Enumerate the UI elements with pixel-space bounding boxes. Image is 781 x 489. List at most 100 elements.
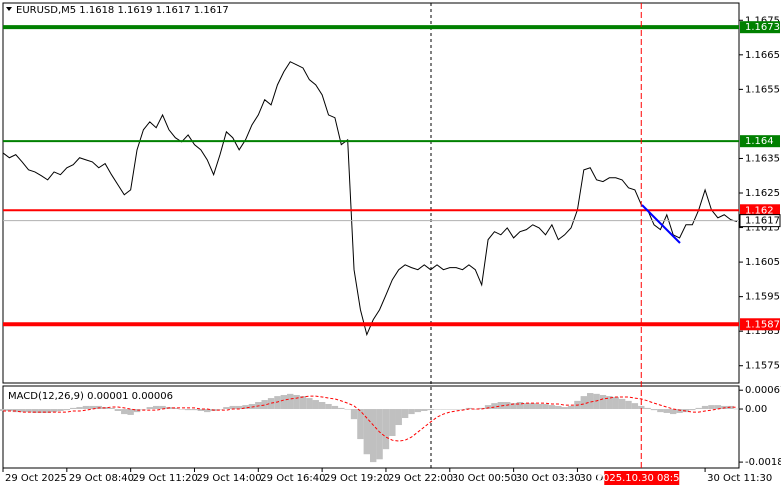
- y-tick-label: 1.1675: [745, 15, 780, 26]
- y-tick-label: 1.1585: [745, 326, 780, 337]
- chart-title: EURUSD,M5 1.1618 1.1619 1.1617 1.1617: [16, 5, 229, 16]
- macd-bar: [414, 409, 422, 413]
- y-tick-label: 1.1605: [745, 257, 780, 268]
- macd-bar: [44, 409, 51, 413]
- macd-bar: [612, 396, 619, 410]
- macd-bar: [491, 403, 498, 410]
- last-price-box: [739, 214, 781, 228]
- y-tick-label: 1.1635: [745, 153, 780, 164]
- macd-bar: [121, 409, 128, 415]
- macd-bar: [389, 409, 396, 436]
- y-tick-label: 1.1615: [745, 223, 780, 234]
- x-tick-label: 29 Oct 14:00: [196, 473, 261, 484]
- macd-bar: [459, 409, 466, 410]
- macd-bar: [146, 407, 153, 410]
- signal-line: [3, 395, 738, 442]
- macd-bar: [191, 409, 198, 411]
- macd-bar: [350, 409, 358, 420]
- y-tick-label: 1.1655: [745, 84, 780, 95]
- macd-bar: [204, 409, 211, 413]
- macd-bar: [708, 405, 715, 410]
- macd-bar: [689, 409, 696, 411]
- macd-bar: [127, 409, 134, 415]
- macd-bar: [108, 407, 115, 410]
- macd-bar: [421, 409, 428, 411]
- y-tick-label: 0.00067: [745, 385, 781, 396]
- level-label-box: [740, 135, 780, 148]
- menu-arrow: [6, 7, 12, 11]
- x-tick-label: 29 Oct 19:20: [324, 473, 389, 484]
- macd-bar: [229, 405, 236, 410]
- macd-bar: [440, 409, 447, 410]
- macd-bar: [516, 402, 524, 410]
- macd-bar: [267, 398, 275, 410]
- macd-bar: [248, 403, 256, 410]
- macd-bar: [701, 405, 709, 410]
- macd-bar: [401, 409, 409, 419]
- macd-bar: [312, 400, 319, 410]
- macd-bar: [650, 409, 658, 411]
- macd-bar: [133, 409, 141, 413]
- x-tick-label: 29 Oct 22:00: [388, 473, 453, 484]
- macd-bar: [733, 408, 741, 410]
- macd-bar: [555, 405, 562, 410]
- main-panel: [2, 2, 740, 384]
- macd-bar: [465, 407, 473, 410]
- last-price-label: 1.1617: [745, 216, 780, 227]
- macd-bar: [663, 409, 670, 413]
- macd-bar: [714, 405, 722, 410]
- macd-bar: [382, 409, 390, 450]
- macd-bar: [261, 400, 268, 410]
- macd-bar: [235, 405, 243, 410]
- macd-bar: [331, 405, 339, 410]
- x-tick-label: 29 Oct 16:40: [260, 473, 325, 484]
- macd-bar: [497, 402, 505, 410]
- y-tick-label: 1.1665: [745, 50, 780, 61]
- macd-bar: [357, 409, 364, 440]
- macd-bar: [299, 396, 307, 410]
- y-tick-label: 0.00: [745, 404, 767, 415]
- macd-bar: [631, 403, 639, 410]
- y-tick-label: 1.1575: [745, 361, 780, 372]
- macd-bar: [25, 409, 32, 413]
- y-tick-label: 1.1595: [745, 292, 780, 303]
- macd-bar: [695, 407, 702, 410]
- macd-bar: [338, 407, 345, 410]
- macd-bar: [114, 409, 122, 411]
- macd-bar: [676, 409, 683, 413]
- macd-bar: [57, 409, 64, 411]
- macd-bar: [216, 409, 224, 410]
- plot-layer: 1.1575 1.1585 1.1595 1.1605 1.1615 1.1625 1.16…: [0, 3, 781, 485]
- y-tick-label: 1.1625: [745, 188, 780, 199]
- level-label: 1.1673: [745, 22, 780, 33]
- macd-bar: [184, 409, 192, 411]
- level-label-box: [740, 318, 780, 331]
- level-label: 1.164: [745, 136, 774, 147]
- macd-bar: [561, 407, 568, 410]
- macd-bar: [408, 409, 415, 415]
- macd-bar: [325, 403, 332, 410]
- macd-bar: [548, 405, 556, 410]
- macd-bar: [140, 409, 147, 410]
- macd-bar: [287, 393, 294, 410]
- macd-bar: [529, 403, 536, 410]
- macd-bar: [197, 409, 205, 411]
- macd-bar: [82, 405, 90, 410]
- macd-title: MACD(12,26,9) 0.00001 0.00006: [8, 391, 173, 402]
- macd-bar: [618, 398, 626, 410]
- x-tick-label: 29 Oct 08:40: [69, 473, 134, 484]
- macd-bar: [523, 403, 530, 410]
- macd-bar: [178, 409, 185, 410]
- macd-bar: [472, 409, 479, 410]
- level-label: 1.1587: [745, 319, 780, 330]
- macd-bar: [306, 398, 313, 410]
- level-label-box: [740, 21, 780, 34]
- macd-bar: [0, 409, 7, 411]
- macd-bar: [38, 409, 45, 413]
- level-label-box: [740, 204, 780, 217]
- macd-bar: [606, 396, 613, 410]
- level-label: 1.162: [745, 205, 774, 216]
- macd-bar: [644, 407, 651, 410]
- x-tick-label: 30 Oct 00:50: [452, 473, 517, 484]
- macd-bar: [50, 409, 58, 413]
